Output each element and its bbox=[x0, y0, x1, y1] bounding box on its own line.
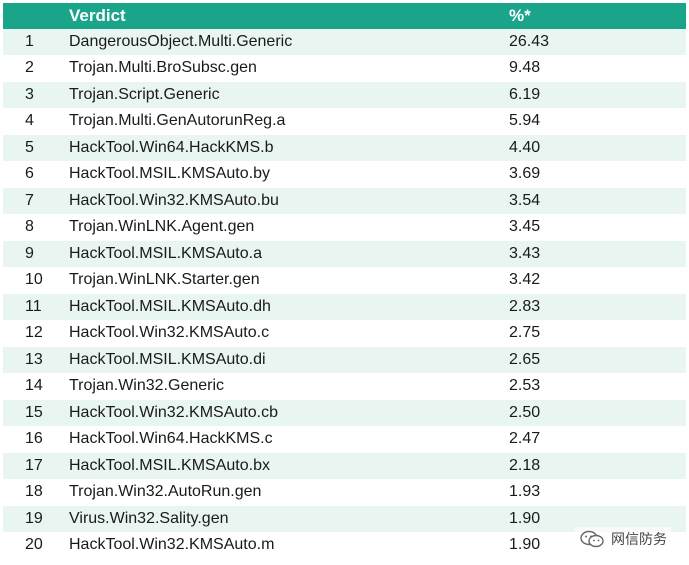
table-row: 20 HackTool.Win32.KMSAuto.m 1.90 bbox=[3, 532, 686, 559]
cell-percent: 2.18 bbox=[509, 456, 541, 474]
cell-verdict: HackTool.Win64.HackKMS.b bbox=[69, 138, 274, 156]
cell-rank: 17 bbox=[25, 456, 43, 474]
table-row: 16 HackTool.Win64.HackKMS.c 2.47 bbox=[3, 426, 686, 453]
cell-verdict: HackTool.MSIL.KMSAuto.by bbox=[69, 165, 270, 183]
cell-verdict: Trojan.WinLNK.Agent.gen bbox=[69, 218, 255, 236]
watermark: 网信防务 bbox=[575, 527, 671, 551]
cell-rank: 5 bbox=[25, 138, 34, 156]
cell-rank: 8 bbox=[25, 218, 34, 236]
cell-rank: 19 bbox=[25, 509, 43, 527]
table-row: 18 Trojan.Win32.AutoRun.gen 1.93 bbox=[3, 479, 686, 506]
cell-percent: 4.40 bbox=[509, 138, 541, 156]
watermark-text: 网信防务 bbox=[611, 531, 667, 547]
cell-verdict: DangerousObject.Multi.Generic bbox=[69, 32, 293, 50]
table-row: 19 Virus.Win32.Sality.gen 1.90 bbox=[3, 506, 686, 533]
cell-rank: 3 bbox=[25, 85, 34, 103]
cell-percent: 1.90 bbox=[509, 536, 541, 554]
cell-verdict: HackTool.Win32.KMSAuto.c bbox=[69, 324, 270, 342]
table-row: 10 Trojan.WinLNK.Starter.gen 3.42 bbox=[3, 267, 686, 294]
table-row: 1 DangerousObject.Multi.Generic 26.43 bbox=[3, 29, 686, 56]
table-row: 4 Trojan.Multi.GenAutorunReg.a 5.94 bbox=[3, 108, 686, 135]
cell-verdict: Virus.Win32.Sality.gen bbox=[69, 509, 229, 527]
cell-percent: 2.75 bbox=[509, 324, 541, 342]
header-percent: %* bbox=[509, 6, 531, 25]
table-row: 3 Trojan.Script.Generic 6.19 bbox=[3, 82, 686, 109]
cell-verdict: HackTool.MSIL.KMSAuto.di bbox=[69, 350, 266, 368]
table-row: 17 HackTool.MSIL.KMSAuto.bx 2.18 bbox=[3, 453, 686, 480]
cell-rank: 10 bbox=[25, 271, 43, 289]
cell-rank: 2 bbox=[25, 59, 34, 77]
cell-percent: 3.43 bbox=[509, 244, 541, 262]
cell-percent: 2.65 bbox=[509, 350, 541, 368]
cell-verdict: HackTool.MSIL.KMSAuto.a bbox=[69, 244, 262, 262]
cell-verdict: HackTool.MSIL.KMSAuto.bx bbox=[69, 456, 270, 474]
cell-percent: 3.45 bbox=[509, 218, 541, 236]
table-row: 14 Trojan.Win32.Generic 2.53 bbox=[3, 373, 686, 400]
cell-verdict: Trojan.Win32.AutoRun.gen bbox=[69, 483, 262, 501]
cell-rank: 18 bbox=[25, 483, 43, 501]
table-row: 8 Trojan.WinLNK.Agent.gen 3.45 bbox=[3, 214, 686, 241]
cell-percent: 2.83 bbox=[509, 297, 541, 315]
cell-percent: 3.69 bbox=[509, 165, 541, 183]
table-row: 15 HackTool.Win32.KMSAuto.cb 2.50 bbox=[3, 400, 686, 427]
table-row: 9 HackTool.MSIL.KMSAuto.a 3.43 bbox=[3, 241, 686, 268]
cell-percent: 6.19 bbox=[509, 85, 541, 103]
cell-rank: 20 bbox=[25, 536, 43, 554]
cell-percent: 3.42 bbox=[509, 271, 541, 289]
cell-percent: 1.93 bbox=[509, 483, 541, 501]
cell-rank: 13 bbox=[25, 350, 43, 368]
table-header: Verdict %* bbox=[3, 3, 686, 29]
cell-verdict: Trojan.Win32.Generic bbox=[69, 377, 225, 395]
cell-verdict: Trojan.Multi.GenAutorunReg.a bbox=[69, 112, 286, 130]
cell-percent: 26.43 bbox=[509, 32, 550, 50]
table-row: 6 HackTool.MSIL.KMSAuto.by 3.69 bbox=[3, 161, 686, 188]
cell-verdict: HackTool.Win64.HackKMS.c bbox=[69, 430, 273, 448]
cell-verdict: Trojan.WinLNK.Starter.gen bbox=[69, 271, 260, 289]
cell-verdict: Trojan.Script.Generic bbox=[69, 85, 220, 103]
cell-rank: 9 bbox=[25, 244, 34, 262]
cell-verdict: HackTool.Win32.KMSAuto.m bbox=[69, 536, 275, 554]
table-row: 5 HackTool.Win64.HackKMS.b 4.40 bbox=[3, 135, 686, 162]
cell-percent: 9.48 bbox=[509, 59, 541, 77]
cell-rank: 12 bbox=[25, 324, 43, 342]
cell-rank: 6 bbox=[25, 165, 34, 183]
wechat-icon bbox=[580, 530, 604, 548]
cell-percent: 1.90 bbox=[509, 509, 541, 527]
cell-rank: 16 bbox=[25, 430, 43, 448]
cell-percent: 2.53 bbox=[509, 377, 541, 395]
cell-rank: 7 bbox=[25, 191, 34, 209]
table-row: 2 Trojan.Multi.BroSubsc.gen 9.48 bbox=[3, 55, 686, 82]
cell-percent: 2.47 bbox=[509, 430, 541, 448]
cell-rank: 1 bbox=[25, 32, 34, 50]
cell-rank: 4 bbox=[25, 112, 34, 130]
table-row: 7 HackTool.Win32.KMSAuto.bu 3.54 bbox=[3, 188, 686, 215]
header-verdict: Verdict bbox=[69, 6, 126, 25]
cell-rank: 15 bbox=[25, 403, 43, 421]
cell-percent: 2.50 bbox=[509, 403, 541, 421]
cell-rank: 14 bbox=[25, 377, 43, 395]
table-body: 1 DangerousObject.Multi.Generic 26.43 2 Troj… bbox=[3, 29, 686, 559]
cell-verdict: Trojan.Multi.BroSubsc.gen bbox=[69, 59, 257, 77]
cell-percent: 3.54 bbox=[509, 191, 541, 209]
verdict-table: Verdict %* 1 DangerousObject.Multi.Generi… bbox=[3, 3, 686, 559]
table-row: 11 HackTool.MSIL.KMSAuto.dh 2.83 bbox=[3, 294, 686, 321]
cell-percent: 5.94 bbox=[509, 112, 541, 130]
cell-verdict: HackTool.Win32.KMSAuto.cb bbox=[69, 403, 278, 421]
cell-verdict: HackTool.MSIL.KMSAuto.dh bbox=[69, 297, 271, 315]
cell-verdict: HackTool.Win32.KMSAuto.bu bbox=[69, 191, 279, 209]
cell-rank: 11 bbox=[25, 297, 42, 315]
table-row: 13 HackTool.MSIL.KMSAuto.di 2.65 bbox=[3, 347, 686, 374]
table-row: 12 HackTool.Win32.KMSAuto.c 2.75 bbox=[3, 320, 686, 347]
